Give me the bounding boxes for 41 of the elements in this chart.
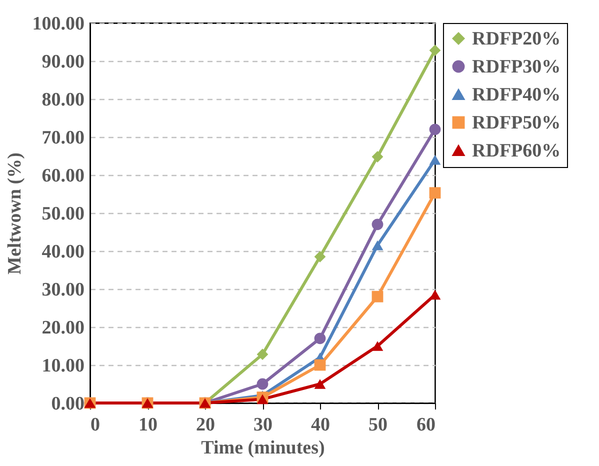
y-tick-label: 100.00	[32, 14, 84, 34]
x-tick-label: 0	[90, 414, 100, 436]
point	[314, 332, 326, 344]
point	[429, 124, 441, 136]
x-tick-label: 40	[311, 414, 330, 436]
y-tick-label: 70.00	[42, 128, 84, 148]
y-tick-label: 0.00	[51, 394, 84, 414]
point	[314, 359, 326, 371]
point	[256, 348, 268, 360]
y-tick-label: 50.00	[42, 204, 84, 224]
x-tick-label: 30	[254, 414, 272, 436]
legend-label: RDFP20%	[472, 28, 561, 50]
y-tick-label: 40.00	[42, 242, 84, 262]
point	[256, 394, 268, 404]
y-tick-label: 60.00	[42, 166, 84, 186]
point	[314, 379, 326, 389]
x-tick-label: 60	[416, 414, 436, 436]
point	[372, 290, 384, 302]
x-axis-title: Time (minutes)	[201, 438, 325, 458]
point	[429, 187, 441, 199]
legend-label: RDFP30%	[472, 56, 561, 78]
legend-label: RDFP60%	[472, 140, 561, 162]
point	[429, 44, 441, 56]
y-tick-label: 90.00	[42, 52, 84, 72]
y-tick-label: 10.00	[42, 356, 84, 376]
point	[372, 341, 384, 351]
point	[256, 378, 268, 390]
x-tick-label: 20	[196, 414, 215, 436]
y-tick-label: 80.00	[42, 90, 84, 110]
y-axis-title: Meltwown (%)	[4, 152, 26, 274]
point	[372, 240, 384, 250]
point	[429, 154, 441, 165]
y-tick-label: 30.00	[42, 280, 84, 300]
x-tick-label: 50	[368, 414, 388, 436]
x-tick-label: 10	[138, 414, 158, 436]
point	[372, 151, 384, 162]
legend-label: RDFP50%	[472, 112, 561, 134]
point	[314, 251, 326, 262]
point	[372, 218, 384, 230]
legend-label: RDFP40%	[472, 84, 561, 106]
y-tick-label: 20.00	[42, 318, 84, 338]
